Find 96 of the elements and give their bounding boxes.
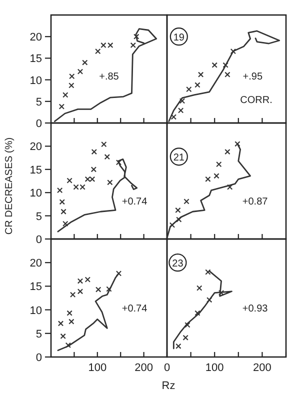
x-tick-label: 200 bbox=[134, 362, 153, 374]
point bbox=[77, 68, 84, 74]
point bbox=[62, 92, 68, 98]
point bbox=[214, 173, 220, 179]
point bbox=[224, 148, 230, 155]
annotation: +0.93 bbox=[242, 303, 268, 314]
point bbox=[66, 310, 72, 316]
point bbox=[116, 160, 122, 166]
y-tick-label: 20 bbox=[30, 32, 42, 44]
point bbox=[68, 82, 74, 88]
point bbox=[65, 342, 72, 348]
point bbox=[205, 269, 211, 275]
point bbox=[234, 141, 240, 147]
point bbox=[212, 62, 218, 68]
point bbox=[205, 176, 211, 182]
point bbox=[170, 114, 177, 120]
point bbox=[186, 86, 192, 92]
point bbox=[58, 104, 65, 110]
point bbox=[69, 73, 75, 80]
y-tick-label: 15 bbox=[30, 53, 42, 66]
point bbox=[184, 198, 190, 204]
point bbox=[62, 220, 68, 227]
point bbox=[77, 278, 84, 284]
point bbox=[130, 42, 136, 48]
point bbox=[222, 62, 228, 68]
y-axis-title: CR DECREASES (%) bbox=[4, 137, 15, 235]
point bbox=[101, 141, 107, 148]
annotation: +.85 bbox=[99, 71, 120, 82]
point bbox=[68, 318, 74, 324]
point bbox=[66, 178, 72, 184]
line-series bbox=[54, 28, 158, 122]
point bbox=[77, 288, 84, 294]
y-tick-label: 10 bbox=[30, 188, 42, 200]
point bbox=[230, 48, 236, 54]
point bbox=[196, 285, 202, 291]
point bbox=[176, 216, 182, 222]
point bbox=[58, 320, 64, 326]
x-tick-label: 100 bbox=[205, 362, 224, 374]
y-tick-label: 0 bbox=[36, 234, 42, 246]
point bbox=[59, 199, 65, 205]
y-tick-label: 5 bbox=[36, 96, 42, 108]
point bbox=[134, 34, 140, 40]
y-tick-label: 10 bbox=[30, 74, 42, 87]
point bbox=[108, 42, 114, 48]
point bbox=[182, 334, 188, 340]
point bbox=[95, 48, 101, 54]
annotation: 19 bbox=[173, 32, 185, 44]
annotation: +.95 bbox=[242, 71, 263, 82]
line-series bbox=[57, 272, 120, 352]
point bbox=[194, 310, 200, 316]
point bbox=[60, 208, 66, 214]
point bbox=[84, 276, 91, 282]
point bbox=[106, 286, 112, 292]
point bbox=[91, 148, 97, 155]
y-tick-label: 15 bbox=[30, 281, 42, 294]
point bbox=[216, 161, 222, 168]
point bbox=[107, 180, 113, 186]
point bbox=[95, 286, 102, 292]
annotation: +0.74 bbox=[122, 303, 148, 314]
x-tick-label: 0 bbox=[164, 362, 170, 374]
annotation: 21 bbox=[173, 152, 185, 164]
point bbox=[70, 292, 76, 298]
annotation: CORR. bbox=[240, 95, 272, 106]
point bbox=[82, 60, 88, 66]
point bbox=[73, 184, 79, 190]
annotation: 23 bbox=[172, 258, 184, 270]
annotation: +0.87 bbox=[242, 196, 268, 208]
y-tick-label: 5 bbox=[36, 210, 42, 223]
x-axis-title: Rz bbox=[162, 380, 176, 392]
point bbox=[184, 322, 190, 328]
point bbox=[100, 42, 106, 48]
y-tick-label: 0 bbox=[36, 352, 42, 364]
y-tick-label: 10 bbox=[30, 304, 42, 317]
point bbox=[226, 184, 233, 190]
point bbox=[116, 270, 122, 276]
y-tick-label: 20 bbox=[30, 258, 42, 270]
point bbox=[206, 297, 212, 303]
annotation: +0.74 bbox=[122, 196, 148, 208]
point bbox=[175, 207, 181, 214]
x-tick-label: 100 bbox=[88, 362, 107, 374]
point bbox=[218, 290, 224, 296]
point bbox=[194, 82, 200, 88]
y-tick-label: 20 bbox=[30, 141, 42, 154]
point bbox=[198, 72, 204, 78]
y-tick-label: 0 bbox=[36, 118, 42, 130]
point bbox=[224, 72, 230, 78]
y-tick-label: 15 bbox=[30, 164, 42, 176]
y-tick-label: 5 bbox=[36, 328, 42, 340]
x-tick-label: 200 bbox=[253, 362, 272, 374]
point bbox=[60, 333, 66, 340]
point bbox=[80, 184, 86, 190]
point bbox=[90, 166, 97, 172]
point bbox=[104, 154, 110, 160]
point bbox=[179, 98, 186, 104]
point bbox=[178, 108, 184, 114]
point bbox=[56, 187, 63, 194]
